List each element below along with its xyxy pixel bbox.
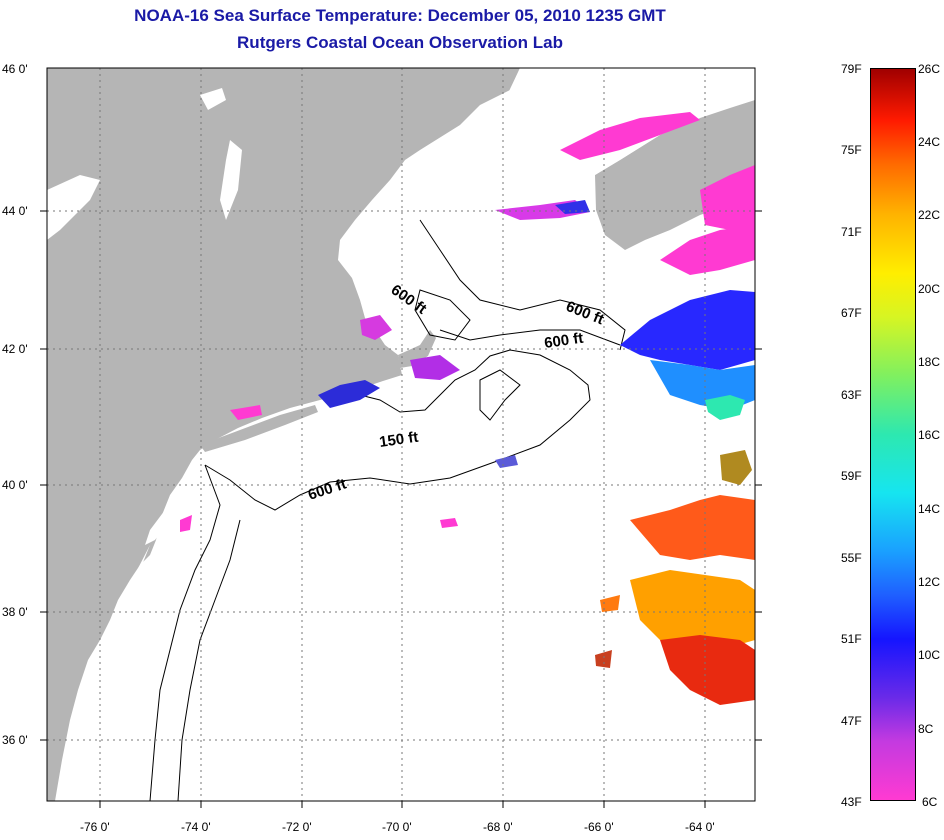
land-cape-cod	[398, 330, 436, 368]
colorbar-c-label: 12C	[918, 575, 941, 589]
land-us-coast	[47, 68, 520, 801]
colorbar-f-label: 71F	[841, 225, 862, 239]
lon-label: -70 0'	[382, 820, 412, 834]
colorbar-c-label: 22C	[918, 208, 941, 222]
contour-label: 600 ft	[543, 330, 584, 352]
temperature-colorbar	[870, 68, 916, 801]
colorbar-c-label: 16C	[918, 428, 941, 442]
graticule	[47, 68, 755, 801]
colorbar-f-label: 51F	[841, 632, 862, 646]
lon-label: -76 0'	[80, 820, 110, 834]
depth-contours	[149, 219, 626, 801]
colorbar-c-label: 18C	[918, 355, 941, 369]
colorbar-c-label: 6C	[922, 795, 938, 809]
colorbar-f-label: 75F	[841, 143, 862, 157]
land-nova-scotia	[595, 100, 755, 250]
colorbar-f-label: 59F	[841, 469, 862, 483]
lon-label: -68 0'	[483, 820, 513, 834]
lat-label: 42 0'	[2, 342, 28, 356]
colorbar-c-label: 14C	[918, 502, 941, 516]
tick-marks	[40, 210, 762, 808]
map-subtitle: Rutgers Coastal Ocean Observation Lab	[237, 33, 563, 52]
colorbar-f-label: 47F	[841, 714, 862, 728]
colorbar-c-label: 20C	[918, 282, 941, 296]
lat-label: 44 0'	[2, 204, 28, 218]
colorbar-c-label: 10C	[918, 648, 941, 662]
lon-label: -64 0'	[685, 820, 715, 834]
colorbar-c-label: 24C	[918, 135, 941, 149]
contour-label: 150 ft	[378, 429, 419, 451]
colorbar-f-label: 79F	[841, 62, 862, 76]
lon-label: -72 0'	[282, 820, 312, 834]
map-frame	[46, 67, 756, 802]
map-title: NOAA-16 Sea Surface Temperature: Decembe…	[134, 6, 666, 25]
colorbar-f-label: 43F	[841, 795, 862, 809]
lon-label: -74 0'	[181, 820, 211, 834]
colorbar-f-label: 63F	[841, 388, 862, 402]
colorbar-c-label: 8C	[918, 722, 934, 736]
lat-label: 46 0'	[2, 62, 28, 76]
lat-label: 36 0'	[2, 733, 28, 747]
colorbar-f-label: 55F	[841, 551, 862, 565]
colorbar-c-label: 26C	[918, 62, 941, 76]
colorbar-f-label: 67F	[841, 306, 862, 320]
land-long-island	[200, 405, 318, 452]
sst-patches	[180, 112, 755, 705]
lon-label: -66 0'	[584, 820, 614, 834]
lat-label: 40 0'	[2, 478, 28, 492]
lat-label: 38 0'	[2, 605, 28, 619]
